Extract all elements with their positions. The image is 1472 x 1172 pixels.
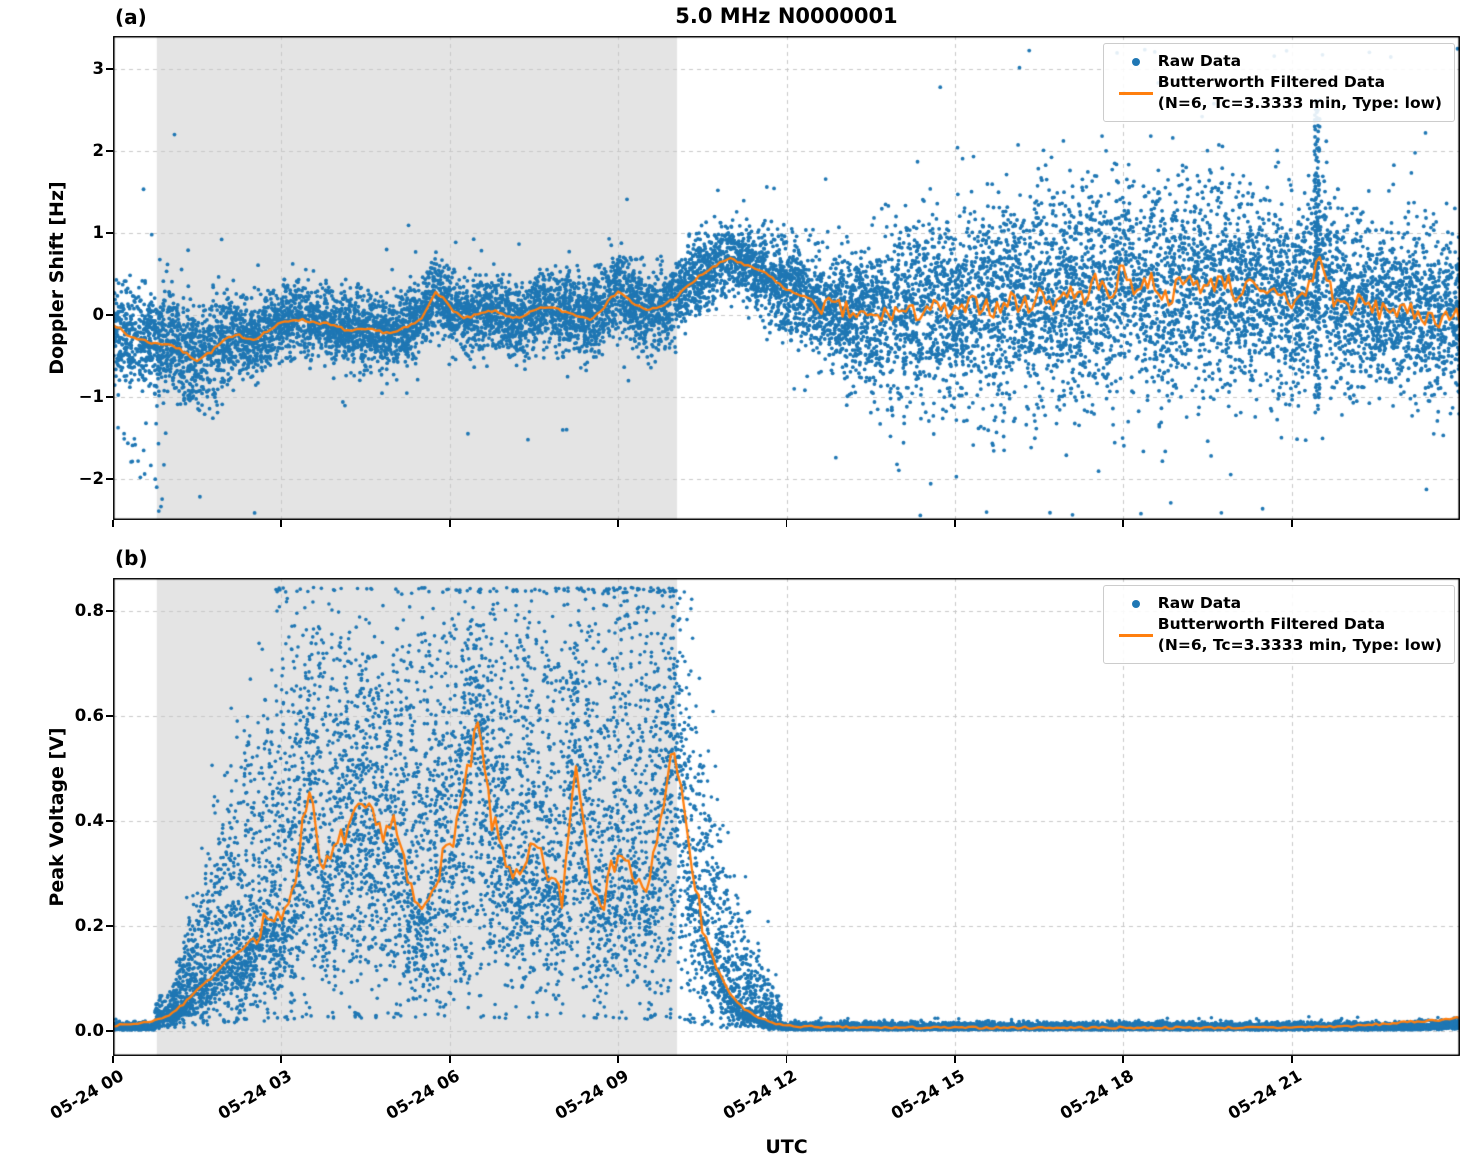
x-tick-label: 05-24 00	[46, 1066, 127, 1124]
x-tick-mark	[1290, 520, 1293, 527]
legend-filtered-label: Butterworth Filtered Data	[1157, 73, 1386, 91]
y-tick-label: 0.8	[74, 601, 104, 621]
y-tick-mark	[106, 924, 113, 927]
y-tick-label: −2	[78, 468, 104, 488]
y-tick-label: 3	[92, 58, 104, 78]
legend-filtered-sublabel: (N=6, Tc=3.3333 min, Type: low)	[1157, 636, 1442, 654]
x-tick-label: 05-24 12	[719, 1066, 800, 1124]
y-tick-mark	[106, 610, 113, 612]
x-tick-mark	[280, 1056, 283, 1063]
y-tick-mark	[106, 149, 113, 152]
y-tick-mark	[106, 715, 113, 717]
y-axis-label-voltage: Peak Voltage [V]	[46, 727, 68, 907]
x-tick-mark	[448, 1056, 451, 1063]
legend-filtered-sublabel: (N=6, Tc=3.3333 min, Type: low)	[1157, 94, 1442, 112]
x-tick-mark	[785, 520, 788, 527]
x-tick-label: 05-24 15	[888, 1066, 969, 1124]
x-tick-mark	[112, 1056, 114, 1063]
legend-a: Raw Data Butterworth Filtered Data (N=6,…	[1102, 43, 1455, 122]
x-tick-mark	[1122, 520, 1125, 527]
x-tick-mark	[953, 520, 956, 527]
y-tick-mark	[106, 1029, 113, 1032]
raw-data-dot-icon	[1131, 599, 1140, 608]
plot-area-doppler: Raw Data Butterworth Filtered Data (N=6,…	[113, 36, 1460, 520]
panel-b-label: (b)	[115, 546, 148, 570]
y-tick-label: 0.6	[74, 705, 104, 725]
y-tick-mark	[106, 231, 113, 234]
legend-filtered-label: Butterworth Filtered Data	[1157, 615, 1386, 633]
x-tick-mark	[1122, 1056, 1125, 1063]
y-tick-mark	[106, 478, 113, 480]
y-tick-mark	[106, 314, 113, 316]
raw-data-marker-swatch	[1114, 599, 1158, 608]
x-tick-mark	[785, 1056, 788, 1063]
plot-area-voltage: Raw Data Butterworth Filtered Data (N=6,…	[113, 578, 1460, 1056]
y-tick-label: 0.0	[74, 1020, 104, 1040]
y-tick-mark	[106, 67, 113, 70]
x-tick-mark	[280, 520, 283, 527]
x-tick-label: 05-24 21	[1225, 1066, 1306, 1124]
y-tick-label: 2	[92, 140, 104, 160]
raw-data-dot-icon	[1131, 57, 1140, 66]
x-tick-mark	[112, 520, 114, 527]
y-tick-mark	[106, 820, 113, 822]
panel-a-label: (a)	[115, 5, 147, 29]
y-tick-label: 0.2	[74, 915, 104, 935]
legend-raw-label: Raw Data	[1157, 52, 1242, 70]
filtered-line-swatch	[1114, 633, 1158, 637]
x-axis-label: UTC	[765, 1136, 808, 1158]
legend-raw-label: Raw Data	[1157, 594, 1242, 612]
x-tick-label: 05-24 09	[551, 1066, 632, 1124]
figure-title: 5.0 MHz N0000001	[675, 4, 898, 28]
x-tick-label: 05-24 06	[383, 1066, 464, 1124]
legend-b: Raw Data Butterworth Filtered Data (N=6,…	[1102, 585, 1455, 664]
y-tick-mark	[106, 396, 113, 398]
y-tick-label: −1	[78, 386, 104, 406]
filtered-line-icon	[1118, 91, 1153, 95]
x-tick-mark	[953, 1056, 956, 1063]
y-axis-label-doppler: Doppler Shift [Hz]	[46, 181, 68, 375]
filtered-line-swatch	[1114, 91, 1158, 95]
x-tick-mark	[448, 520, 451, 527]
x-tick-mark	[617, 520, 620, 527]
x-tick-mark	[1290, 1056, 1293, 1063]
filtered-line-icon	[1118, 633, 1153, 637]
x-tick-mark	[617, 1056, 620, 1063]
x-tick-label: 05-24 18	[1056, 1066, 1137, 1124]
x-tick-label: 05-24 03	[214, 1066, 295, 1124]
raw-data-marker-swatch	[1114, 57, 1158, 66]
